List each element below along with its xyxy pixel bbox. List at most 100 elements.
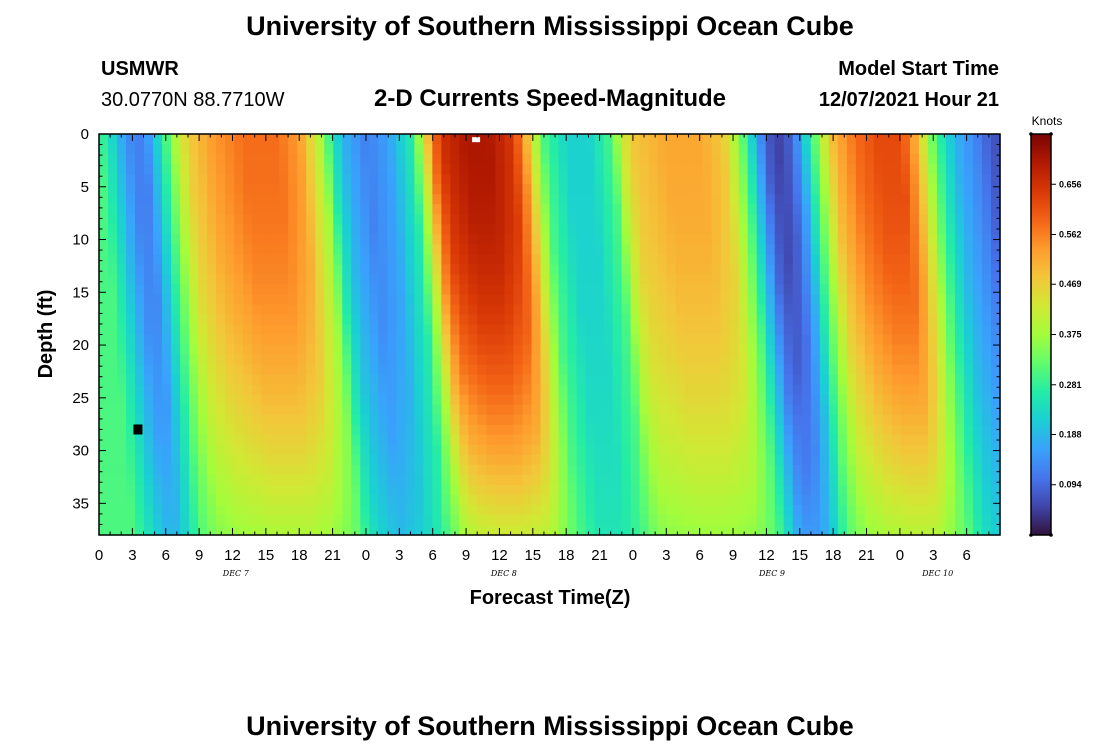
heatmap-cell [153, 374, 163, 386]
heatmap-cell [180, 204, 190, 215]
heatmap-cell [846, 324, 857, 336]
heatmap-cell [333, 334, 343, 346]
heatmap-cell [117, 464, 127, 476]
heatmap-cell [189, 194, 199, 205]
heatmap-cell [846, 384, 857, 396]
heatmap-cell [711, 244, 722, 255]
heatmap-cell [963, 284, 974, 295]
heatmap-cell [468, 324, 479, 336]
heatmap-cell [657, 354, 668, 366]
heatmap-cell [936, 164, 947, 175]
heatmap-cell [450, 454, 460, 466]
heatmap-cell [450, 384, 460, 396]
heatmap-cell [99, 214, 109, 225]
heatmap-cell [207, 434, 217, 446]
heatmap-cell [702, 474, 713, 486]
heatmap-cell [216, 294, 226, 306]
heatmap-cell [711, 394, 722, 406]
heatmap-cell [576, 324, 587, 336]
heatmap-cell [909, 384, 920, 396]
heatmap-cell [405, 434, 415, 446]
heatmap-cell [936, 394, 947, 406]
heatmap-cell [126, 384, 136, 396]
day-label: DEC 9 [758, 569, 785, 578]
heatmap-cell [981, 174, 992, 185]
heatmap-cell [738, 364, 749, 376]
heatmap-cell [522, 204, 533, 215]
heatmap-cell [801, 354, 812, 366]
heatmap-cell [774, 464, 785, 476]
heatmap-cell [594, 294, 605, 306]
heatmap-cell [252, 244, 262, 255]
heatmap-cell [432, 374, 442, 386]
heatmap-cell [873, 264, 884, 275]
heatmap-cell [99, 354, 109, 366]
heatmap-cell [657, 254, 668, 265]
heatmap-cell [720, 264, 731, 275]
heatmap-cell [432, 354, 442, 366]
heatmap-cell [468, 484, 479, 496]
heatmap-cell [513, 424, 524, 436]
heatmap-cell [585, 474, 596, 486]
heatmap-cell [270, 414, 280, 426]
heatmap-cell [738, 374, 749, 386]
heatmap-cell [459, 334, 470, 346]
heatmap-cell [855, 284, 866, 295]
heatmap-cell [549, 444, 560, 456]
heatmap-cell [684, 204, 695, 215]
heatmap-cell [261, 294, 271, 306]
heatmap-cell [396, 464, 406, 476]
heatmap-cell [711, 434, 722, 446]
heatmap-cell [315, 414, 325, 426]
heatmap-cell [486, 264, 497, 275]
heatmap-cell [603, 514, 614, 526]
heatmap-cell [405, 244, 415, 255]
heatmap-cell [297, 434, 307, 446]
heatmap-cell [351, 514, 361, 526]
heatmap-cell [135, 324, 145, 336]
heatmap-cell [585, 244, 596, 255]
heatmap-cell [342, 464, 352, 476]
heatmap-cell [900, 184, 911, 195]
heatmap-cell [657, 314, 668, 326]
heatmap-cell [675, 154, 686, 165]
heatmap-cell [756, 244, 767, 255]
colorbar-unit: Knots [1032, 114, 1063, 128]
heatmap-cell [684, 344, 695, 356]
heatmap-cell [639, 184, 650, 195]
heatmap-cell [297, 194, 307, 205]
heatmap-cell [936, 314, 947, 326]
heatmap-cell [144, 214, 154, 225]
heatmap-cell [414, 264, 424, 275]
heatmap-cell [513, 134, 524, 145]
heatmap-cell [612, 134, 623, 145]
heatmap-cell [180, 414, 190, 426]
heatmap-cell [441, 174, 451, 185]
heatmap-cell [369, 344, 379, 356]
heatmap-cell [819, 334, 830, 346]
heatmap-cell [288, 414, 298, 426]
heatmap-cell [792, 454, 803, 466]
heatmap-cell [855, 344, 866, 356]
heatmap-cell [711, 234, 722, 245]
heatmap-cell [432, 224, 442, 235]
heatmap-cell [927, 404, 938, 416]
heatmap-cell [261, 234, 271, 245]
heatmap-cell [387, 254, 397, 265]
heatmap-cell [711, 224, 722, 235]
heatmap-cell [648, 384, 659, 396]
heatmap-cell [801, 444, 812, 456]
heatmap-cell [972, 454, 983, 466]
heatmap-cell [108, 294, 118, 306]
heatmap-cell [612, 284, 623, 295]
heatmap-cell [351, 244, 361, 255]
heatmap-cell [513, 204, 524, 215]
heatmap-cell [180, 454, 190, 466]
heatmap-cell [945, 244, 956, 255]
heatmap-cell [387, 274, 397, 285]
heatmap-cell [765, 524, 776, 536]
heatmap-cell [405, 284, 415, 295]
heatmap-cell [423, 404, 433, 416]
heatmap-cell [414, 284, 424, 295]
heatmap-cell [711, 454, 722, 466]
